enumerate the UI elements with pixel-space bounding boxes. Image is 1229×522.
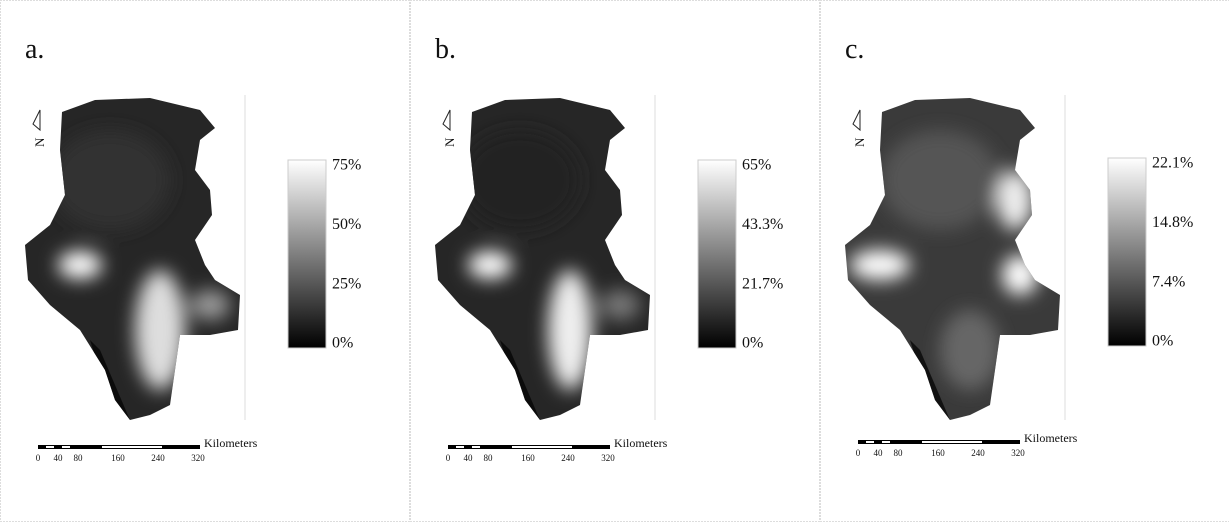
- scale-tick: 0: [446, 453, 451, 463]
- scale-tick: 40: [54, 453, 64, 463]
- legend-label: 75%: [332, 157, 361, 174]
- legend-bar: [698, 160, 736, 348]
- scale-segment: [456, 446, 464, 448]
- scale-segment: [120, 446, 162, 448]
- figure: a.N75%50%25%0%Kilometers04080160240320b.…: [0, 0, 1229, 522]
- legend-label: 0%: [742, 335, 763, 352]
- legend-label: 43.3%: [742, 216, 783, 233]
- scale-tick: 40: [874, 448, 884, 458]
- panel-label: b.: [435, 34, 456, 65]
- scale-tick: 80: [484, 453, 494, 463]
- scale-segment: [472, 446, 480, 448]
- map-patch: [997, 170, 1033, 230]
- map-patch: [850, 250, 910, 280]
- legend-label: 7.4%: [1152, 273, 1185, 290]
- scale-tick: 40: [464, 453, 474, 463]
- scale-title: Kilometers: [1024, 431, 1078, 445]
- scale-tick: 0: [36, 453, 41, 463]
- scale-tick: 240: [561, 453, 575, 463]
- legend-label: 14.8%: [1152, 214, 1193, 231]
- scale-tick: 80: [74, 453, 84, 463]
- map-patch: [135, 270, 185, 390]
- map-patch: [548, 270, 592, 390]
- map-patch: [190, 290, 230, 320]
- scale-segment: [866, 441, 874, 443]
- scale-tick: 240: [971, 448, 985, 458]
- map-patch: [880, 130, 1000, 230]
- legend-bar: [1108, 158, 1146, 346]
- legend-label: 22.1%: [1152, 155, 1193, 172]
- north-label: N: [442, 137, 457, 147]
- scale-tick: 0: [856, 448, 861, 458]
- north-label: N: [32, 137, 47, 147]
- panel-label: c.: [845, 34, 864, 65]
- scale-tick: 240: [151, 453, 165, 463]
- scale-title: Kilometers: [614, 436, 668, 450]
- map-patch: [460, 130, 580, 230]
- panel: b. N 65% 43.3% 21.7% 0% Kilometers 0 40 80 160 240 3…: [410, 1, 820, 522]
- scale-segment: [940, 441, 982, 443]
- scale-segment: [530, 446, 572, 448]
- map-patch: [468, 251, 512, 279]
- legend-label: 25%: [332, 275, 361, 292]
- scale-tick: 320: [601, 453, 615, 463]
- legend-label: 50%: [332, 216, 361, 233]
- scale-title: Kilometers: [204, 436, 258, 450]
- map-patch: [940, 310, 1000, 390]
- map-patch: [50, 130, 170, 230]
- legend-label: 0%: [1152, 333, 1173, 350]
- legend-bar: [288, 160, 326, 348]
- north-arrow: [33, 110, 40, 130]
- map-patch: [1002, 255, 1038, 295]
- scale-tick: 160: [521, 453, 535, 463]
- panel: c. N 22.1% 14.8% 7.4% 0% Kilometers 0 40 80 160 240…: [820, 1, 1229, 522]
- legend-label: 0%: [332, 335, 353, 352]
- north-arrow: [853, 110, 860, 130]
- scale-tick: 320: [191, 453, 205, 463]
- panel-label: a.: [25, 34, 44, 65]
- figure-canvas: a.N75%50%25%0%Kilometers04080160240320b.…: [0, 0, 1229, 522]
- scale-segment: [46, 446, 54, 448]
- scale-segment: [882, 441, 890, 443]
- scale-tick: 160: [111, 453, 125, 463]
- scale-segment: [62, 446, 70, 448]
- scale-tick: 80: [894, 448, 904, 458]
- north-arrow: [443, 110, 450, 130]
- panel: a. N 75% 50% 25% 0% Kilometers 0 40 80 160 240 320: [0, 1, 410, 522]
- legend-label: 21.7%: [742, 275, 783, 292]
- legend-label: 65%: [742, 157, 771, 174]
- map-patch: [600, 290, 640, 320]
- scale-tick: 320: [1011, 448, 1025, 458]
- scale-tick: 160: [931, 448, 945, 458]
- north-label: N: [852, 137, 867, 147]
- map-patch: [58, 251, 102, 279]
